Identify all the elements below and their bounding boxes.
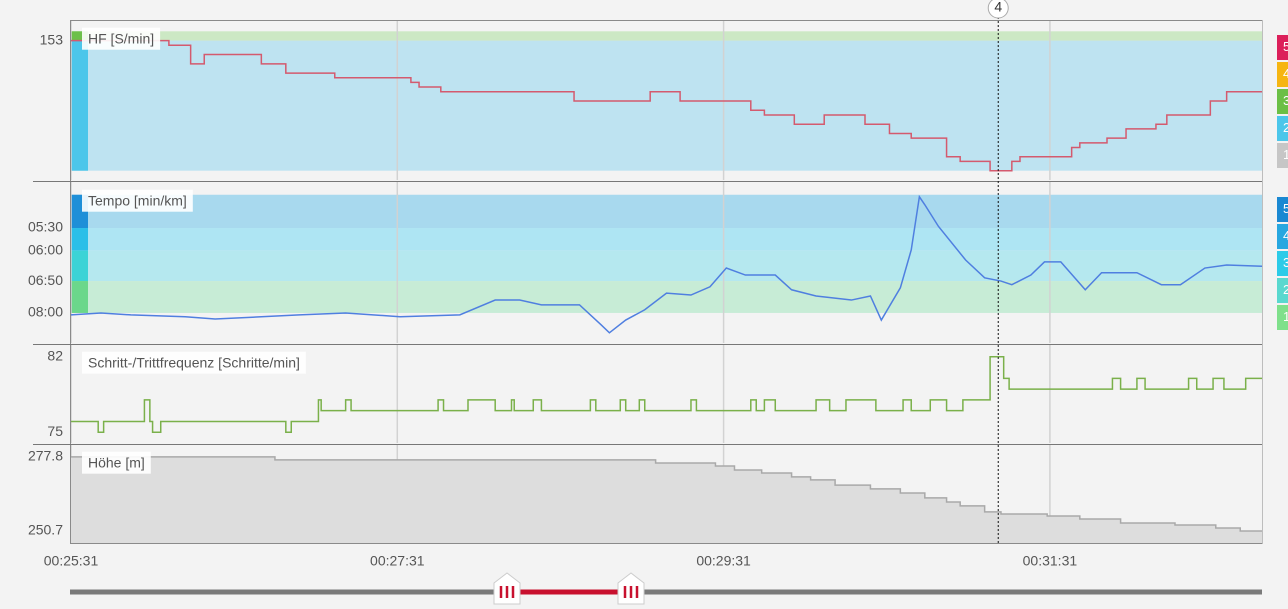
zone-legend-label: 2 bbox=[1283, 282, 1288, 297]
y-tick-label: 82 bbox=[47, 347, 63, 363]
zone-legend-box bbox=[1277, 197, 1288, 222]
panel-title: Schritt-/Trittfrequenz [Schritte/min] bbox=[88, 355, 300, 371]
title-box bbox=[82, 351, 306, 374]
zone-legend-label: 1 bbox=[1283, 309, 1288, 324]
y-tick-label: 05:30 bbox=[28, 219, 63, 235]
zone-band bbox=[71, 250, 1262, 282]
series-line bbox=[71, 456, 1262, 532]
title-box bbox=[82, 451, 151, 474]
panel-title: Tempo [min/km] bbox=[88, 193, 187, 209]
zone-legend-label: 5 bbox=[1283, 201, 1288, 216]
area-fill bbox=[71, 456, 1262, 543]
zone-legend-label: 4 bbox=[1283, 228, 1288, 243]
y-tick-label: 250.7 bbox=[28, 522, 63, 538]
cursor-badge bbox=[987, 0, 1009, 19]
x-tick-label: 00:31:31 bbox=[1023, 553, 1078, 569]
y-tick-label: 06:00 bbox=[28, 241, 63, 257]
cursor-label: 4 bbox=[994, 0, 1002, 15]
y-tick-label: 277.8 bbox=[28, 448, 63, 464]
zone-legend-box bbox=[1277, 251, 1288, 276]
zone-legend-box bbox=[1277, 305, 1288, 330]
y-tick-label: 08:00 bbox=[28, 304, 63, 320]
y-tick-label: 75 bbox=[47, 423, 63, 439]
zone-band bbox=[71, 31, 1262, 41]
zone-legend-label: 3 bbox=[1283, 93, 1288, 108]
panel-title: Höhe [m] bbox=[88, 455, 145, 471]
series-line bbox=[71, 39, 1262, 172]
x-tick-label: 00:25:31 bbox=[44, 553, 99, 569]
zone-legend-label: 5 bbox=[1283, 39, 1288, 54]
zone-strip bbox=[71, 40, 88, 171]
x-tick-label: 00:29:31 bbox=[696, 553, 751, 569]
zone-strip bbox=[71, 250, 88, 282]
zone-band bbox=[71, 228, 1262, 251]
zone-legend-label: 3 bbox=[1283, 255, 1288, 270]
zone-legend-box bbox=[1277, 116, 1288, 141]
zone-legend-label: 1 bbox=[1283, 147, 1288, 162]
zone-legend-box bbox=[1277, 35, 1288, 60]
zone-band bbox=[71, 194, 1262, 229]
slider-handle[interactable] bbox=[617, 572, 645, 605]
zone-legend-box bbox=[1277, 224, 1288, 249]
y-tick-label: 153 bbox=[40, 31, 64, 47]
zone-band bbox=[71, 281, 1262, 313]
zone-legend-box bbox=[1277, 143, 1288, 168]
panel-title: HF [S/min] bbox=[88, 31, 154, 47]
slider-handle[interactable] bbox=[493, 572, 521, 605]
y-tick-label: 06:50 bbox=[28, 272, 63, 288]
zone-legend-label: 2 bbox=[1283, 120, 1288, 135]
zone-legend-label: 4 bbox=[1283, 66, 1288, 81]
zone-strip bbox=[71, 31, 88, 41]
x-tick-label: 00:27:31 bbox=[370, 553, 425, 569]
zone-band bbox=[71, 40, 1262, 171]
zone-legend-box bbox=[1277, 278, 1288, 303]
panels: 153 HF [S/min] 5432105:3006:0006:5008:00Te… bbox=[28, 0, 1288, 569]
title-box bbox=[82, 27, 161, 50]
series-line bbox=[70, 194, 1263, 334]
zone-strip bbox=[71, 228, 88, 251]
series-line bbox=[71, 356, 1262, 433]
title-box bbox=[82, 189, 193, 212]
zone-strip bbox=[71, 281, 88, 313]
range-slider[interactable] bbox=[70, 572, 1262, 605]
zone-legend-box bbox=[1277, 62, 1288, 87]
zone-legend-box bbox=[1277, 89, 1288, 114]
